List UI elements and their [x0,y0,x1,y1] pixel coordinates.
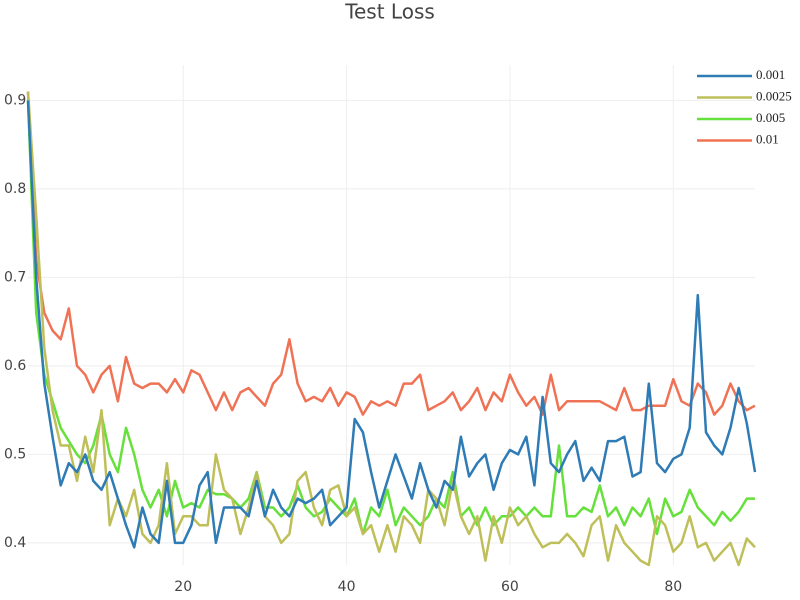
legend-label: 0.0025 [756,88,792,103]
x-tick-label: 20 [174,579,192,595]
series-line [26,91,756,567]
legend-label: 0.01 [756,131,779,146]
y-tick-label: 0.8 [4,181,26,197]
x-tick-label: 60 [501,579,519,595]
y-tick-label: 0.5 [4,446,26,462]
chart-title: Test Loss [344,0,435,24]
series-line [26,100,755,536]
legend-label: 0.005 [756,110,785,125]
x-tick-label: 40 [338,579,356,595]
legend-label: 0.001 [756,67,785,82]
series-line [26,100,757,549]
x-tick-label: 80 [664,579,682,595]
y-tick-label: 0.4 [4,535,26,551]
y-tick-label: 0.7 [4,269,26,285]
y-tick-label: 0.9 [4,92,26,108]
y-tick-label: 0.6 [4,358,26,374]
series-line [26,91,756,416]
